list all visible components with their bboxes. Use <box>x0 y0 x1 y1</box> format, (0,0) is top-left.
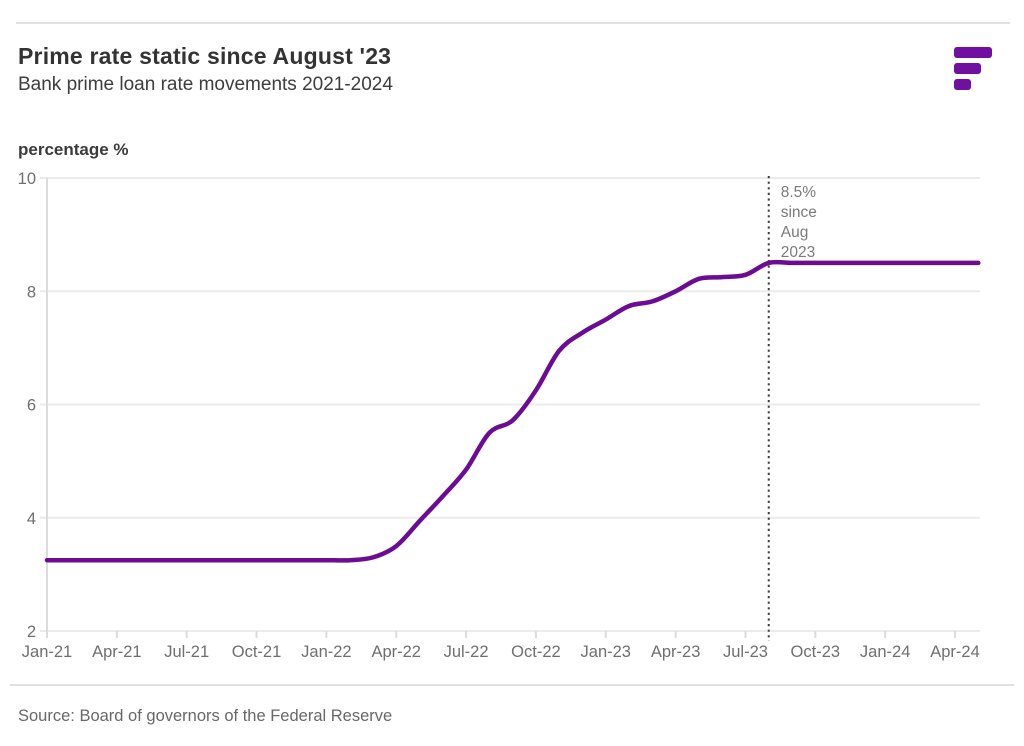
annotation-text-line: since <box>781 204 817 221</box>
x-tick-label: Jan-24 <box>860 643 910 661</box>
x-tick-label: Apr-22 <box>371 643 421 661</box>
x-tick-label: Apr-23 <box>651 643 701 661</box>
x-tick-label: Jan-23 <box>581 643 631 661</box>
prime-rate-series-line <box>44 259 981 563</box>
publisher-logo-icon <box>954 47 994 91</box>
x-tick-label: Apr-24 <box>930 643 980 661</box>
x-tick-label: Jul-22 <box>444 643 489 661</box>
logo-bar-top <box>954 47 992 58</box>
chart-title: Prime rate static since August '23 <box>18 43 392 69</box>
chart-subtitle: Bank prime loan rate movements 2021-2024 <box>18 74 393 95</box>
x-tick-label: Jul-23 <box>723 643 768 661</box>
x-tick-label: Jan-21 <box>22 643 72 661</box>
annotation-text-line: Aug <box>781 224 809 241</box>
y-tick-label: 10 <box>18 170 36 188</box>
logo-bar-bottom <box>954 79 971 90</box>
source-attribution: Source: Board of governors of the Federa… <box>18 707 393 725</box>
annotation-text-line: 2023 <box>781 244 815 261</box>
logo-bar-middle <box>954 63 981 74</box>
x-tick-label: Oct-23 <box>791 643 841 661</box>
x-tick-label: Apr-21 <box>92 643 142 661</box>
y-tick-label: 2 <box>27 623 36 641</box>
x-tick-label: Jan-22 <box>301 643 351 661</box>
x-tick-label: Oct-22 <box>511 643 561 661</box>
y-tick-label: 8 <box>27 283 36 301</box>
y-tick-label: 6 <box>27 397 36 415</box>
x-tick-label: Oct-21 <box>232 643 282 661</box>
y-axis-title: percentage % <box>18 140 129 159</box>
annotation-text-line: 8.5% <box>781 184 817 201</box>
y-tick-label: 4 <box>27 510 36 528</box>
x-tick-label: Jul-21 <box>164 643 209 661</box>
top-divider <box>16 22 1010 24</box>
source-divider <box>10 684 1014 686</box>
